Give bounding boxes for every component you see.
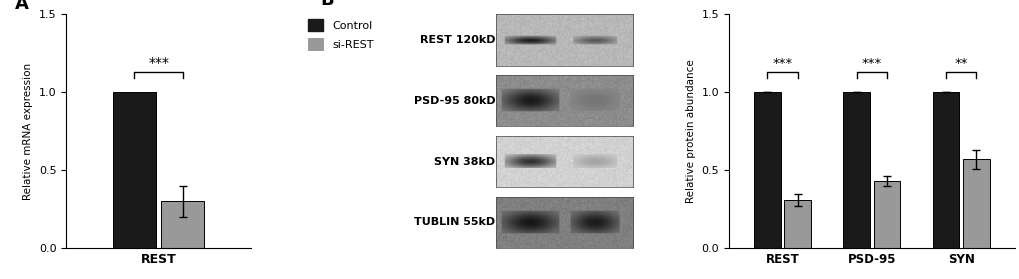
Bar xyxy=(931,92,959,248)
Text: SYN 38kD: SYN 38kD xyxy=(434,157,495,167)
Text: REST 120kD: REST 120kD xyxy=(420,35,495,45)
Y-axis label: Relative protein abundance: Relative protein abundance xyxy=(685,59,695,203)
Bar xyxy=(872,181,900,248)
Text: ***: *** xyxy=(148,56,169,70)
Text: **: ** xyxy=(954,57,967,70)
Text: ***: *** xyxy=(771,57,792,70)
Bar xyxy=(843,92,869,248)
Bar xyxy=(113,92,156,248)
Bar xyxy=(962,159,988,248)
Text: TUBLIN 55kD: TUBLIN 55kD xyxy=(414,218,495,227)
Y-axis label: Relative mRNA expression: Relative mRNA expression xyxy=(23,62,34,200)
Text: B: B xyxy=(320,0,333,9)
Bar xyxy=(161,201,204,248)
Text: ***: *** xyxy=(861,57,881,70)
Legend: Control, si-REST: Control, si-REST xyxy=(303,15,378,55)
Text: PSD-95 80kD: PSD-95 80kD xyxy=(414,96,495,106)
Bar xyxy=(753,92,780,248)
Bar xyxy=(784,200,810,248)
Text: A: A xyxy=(14,0,29,13)
